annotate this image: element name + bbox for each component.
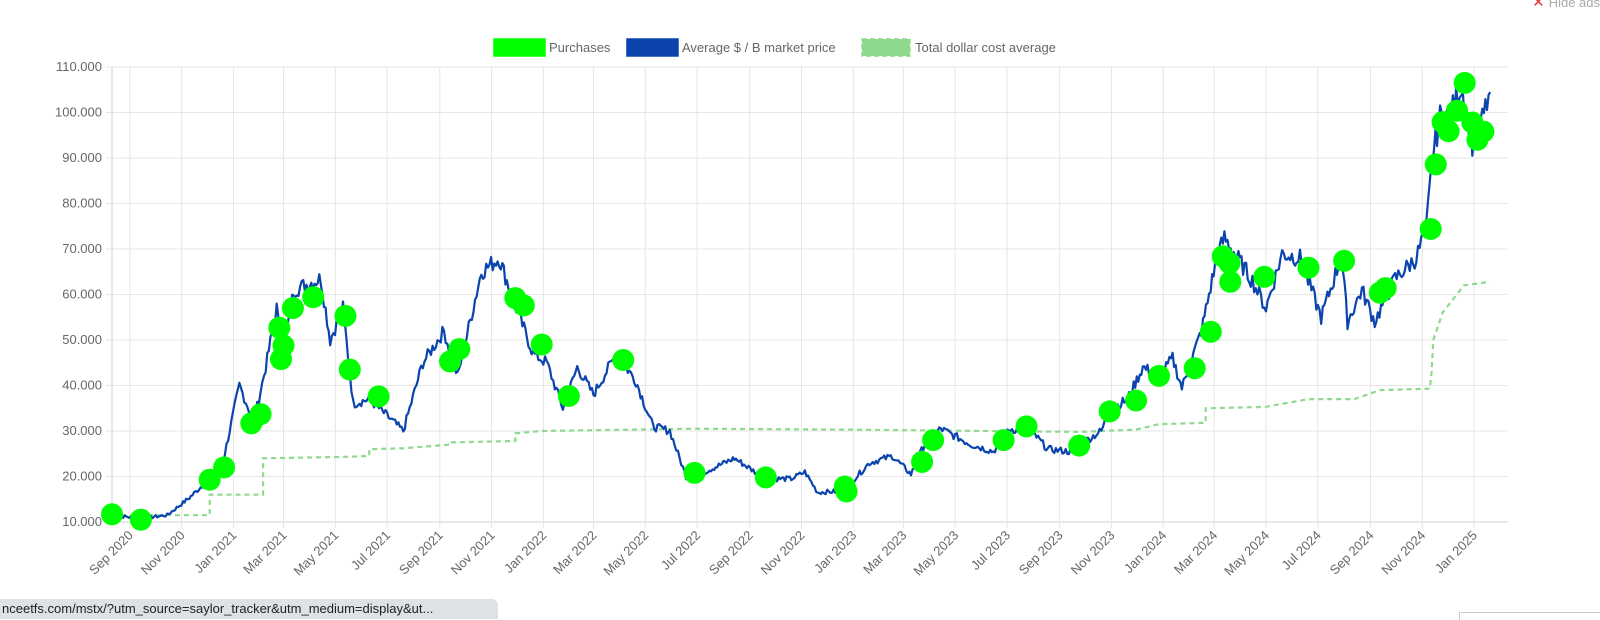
legend-swatch-price[interactable]: [626, 38, 679, 57]
y-tick-label: 20.000: [62, 469, 102, 484]
purchase-point[interactable]: [911, 450, 934, 473]
purchase-point[interactable]: [1424, 153, 1447, 176]
x-tick-label: May 2023: [910, 528, 961, 579]
purchase-markers: [101, 71, 1495, 531]
x-tick-label: Nov 2022: [758, 528, 808, 578]
purchase-point[interactable]: [1219, 270, 1242, 293]
legend-label[interactable]: Average $ / B market price: [682, 40, 836, 55]
y-tick-label: 50.000: [62, 332, 102, 347]
y-tick-label: 60.000: [62, 287, 102, 302]
purchase-point[interactable]: [249, 403, 272, 426]
legend[interactable]: Purchases Average $ / B market price Total…: [493, 38, 1056, 57]
purchase-point[interactable]: [1453, 71, 1476, 94]
x-tick-label: May 2022: [600, 528, 651, 579]
x-tick-label: Jan 2022: [501, 528, 549, 576]
x-tick-label: Mar 2022: [550, 528, 599, 577]
legend-swatch-purchases[interactable]: [493, 38, 546, 57]
y-tick-label: 100.000: [55, 105, 102, 120]
frame-edge: [1459, 612, 1600, 620]
purchase-point[interactable]: [612, 349, 635, 371]
x-tick-label: Nov 2023: [1068, 528, 1118, 578]
x-tick-label: Nov 2024: [1378, 528, 1428, 578]
y-tick-label: 10.000: [62, 514, 102, 529]
x-tick-label: Sep 2020: [86, 528, 136, 578]
y-tick-label: 90.000: [62, 150, 102, 165]
legend-swatch-dca[interactable]: [861, 38, 911, 57]
x-tick-label: Sep 2021: [396, 528, 446, 578]
x-tick-label: Sep 2023: [1016, 528, 1066, 578]
purchase-point[interactable]: [268, 316, 291, 339]
purchase-point[interactable]: [1148, 364, 1170, 387]
x-tick-label: May 2024: [1221, 528, 1272, 579]
purchase-point[interactable]: [272, 334, 295, 357]
dca-line: [112, 280, 1491, 517]
x-tick-label: Jul 2022: [658, 528, 703, 573]
x-tick-label: May 2021: [290, 528, 341, 579]
legend-label[interactable]: Total dollar cost average: [915, 40, 1056, 55]
purchase-point[interactable]: [754, 466, 777, 489]
purchase-point[interactable]: [1437, 120, 1460, 143]
x-tick-label: Mar 2021: [240, 528, 289, 577]
x-tick-label: Mar 2023: [860, 528, 909, 577]
purchase-point[interactable]: [281, 297, 304, 320]
x-tick-label: Nov 2021: [448, 528, 498, 578]
purchase-point[interactable]: [1446, 99, 1469, 122]
purchase-point[interactable]: [1068, 434, 1091, 457]
purchase-point[interactable]: [1472, 120, 1495, 143]
close-icon[interactable]: ✕: [1532, 0, 1545, 11]
purchase-point[interactable]: [1419, 218, 1442, 240]
y-tick-label: 110.000: [56, 59, 102, 74]
purchase-point[interactable]: [448, 338, 471, 361]
purchase-point[interactable]: [213, 456, 236, 479]
x-tick-label: Nov 2020: [138, 528, 188, 578]
y-tick-label: 30.000: [62, 423, 102, 438]
purchase-point[interactable]: [1218, 252, 1241, 275]
purchase-point[interactable]: [512, 294, 535, 317]
purchase-point[interactable]: [338, 358, 361, 381]
purchase-point[interactable]: [557, 385, 580, 407]
x-tick-label: Sep 2022: [706, 528, 756, 578]
x-tick-label: Mar 2024: [1171, 528, 1220, 577]
purchase-point[interactable]: [334, 304, 357, 327]
purchase-point[interactable]: [1374, 277, 1397, 300]
status-bar-url: nceetfs.com/mstx/?utm_source=saylor_trac…: [0, 599, 498, 619]
purchase-point[interactable]: [129, 508, 152, 531]
purchase-point[interactable]: [1098, 400, 1121, 423]
hide-ads-label[interactable]: Hide ads: [1548, 0, 1600, 10]
purchase-point[interactable]: [992, 429, 1015, 452]
purchase-point[interactable]: [1015, 415, 1038, 438]
x-tick-label: Sep 2024: [1327, 528, 1377, 578]
x-tick-label: Jan 2025: [1432, 528, 1480, 576]
purchase-point[interactable]: [101, 503, 123, 526]
purchase-point[interactable]: [1125, 389, 1148, 412]
purchase-point[interactable]: [1199, 320, 1222, 343]
purchase-point[interactable]: [1297, 256, 1320, 279]
purchase-point[interactable]: [302, 286, 325, 309]
x-tick-label: Jan 2023: [811, 528, 859, 576]
x-tick-label: Jul 2024: [1279, 528, 1324, 573]
purchase-point[interactable]: [530, 333, 553, 356]
x-tick-label: Jul 2021: [348, 528, 393, 573]
x-tick-label: Jul 2023: [968, 528, 1013, 573]
y-tick-label: 40.000: [62, 378, 102, 393]
y-tick-label: 80.000: [62, 196, 102, 211]
x-tick-label: Jan 2024: [1121, 528, 1169, 576]
dca-series: [112, 280, 1491, 517]
grid: [106, 66, 1508, 528]
purchase-point[interactable]: [922, 429, 945, 452]
purchase-point[interactable]: [1253, 265, 1276, 288]
hide-ads-link[interactable]: ✕ Hide ads: [1532, 0, 1600, 11]
x-tick-label: Jan 2021: [191, 528, 239, 576]
purchase-point[interactable]: [1183, 357, 1206, 380]
purchase-point[interactable]: [367, 385, 390, 408]
y-tick-label: 70.000: [62, 241, 102, 256]
purchase-point[interactable]: [683, 461, 706, 484]
purchase-point[interactable]: [198, 468, 221, 491]
purchase-point[interactable]: [1333, 249, 1356, 272]
legend-label[interactable]: Purchases: [549, 40, 611, 55]
purchase-point[interactable]: [835, 480, 858, 503]
